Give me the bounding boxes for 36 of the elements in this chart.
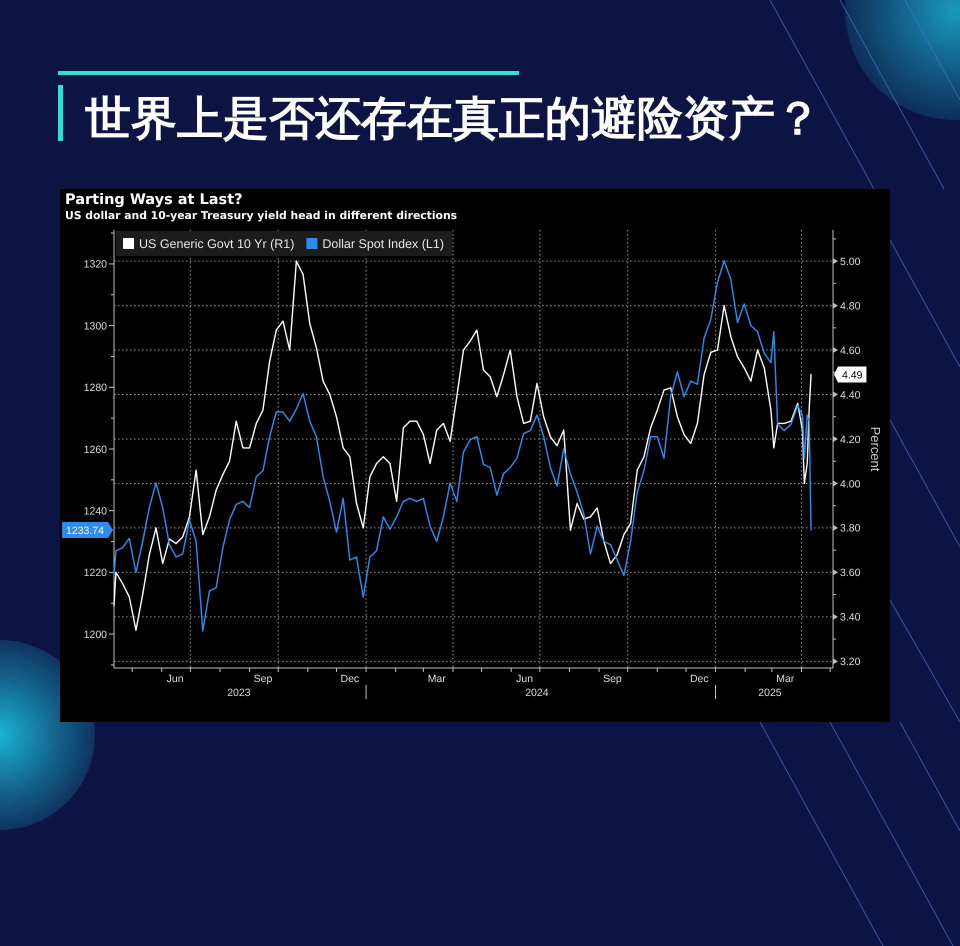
y2-tick-label: 4.40 xyxy=(840,389,861,402)
x-tick-label: Jun xyxy=(516,673,534,685)
chart-subtitle: US dollar and 10-year Treasury yield head in different directions xyxy=(65,209,458,222)
y2-tick-label: 4.20 xyxy=(840,434,861,446)
y-tick-label: 1260 xyxy=(84,444,108,456)
x-tick-label: Jun xyxy=(166,673,184,685)
y2-tick-label: 5.00 xyxy=(840,256,861,268)
text: 世界上是否还存在真正的避险资产？ xyxy=(85,91,821,145)
y2-axis-title: Percent xyxy=(868,426,883,472)
y-tick-label: 1280 xyxy=(84,382,108,394)
y2-tick-label: 4.60 xyxy=(840,344,861,357)
x-tick-label: Mar xyxy=(428,673,446,685)
y2-tick-label: 3.40 xyxy=(840,612,861,624)
y-tick-label: 1200 xyxy=(84,628,108,641)
y-tick-label: 1320 xyxy=(84,258,108,271)
y2-tick-label: 3.80 xyxy=(840,522,861,535)
y2-tick-label: 3.20 xyxy=(840,656,861,668)
x-tick-label: Sep xyxy=(603,673,622,685)
y-tick-label: 1220 xyxy=(84,567,108,580)
x-tick-label: Dec xyxy=(690,673,709,685)
chart-title: Parting Ways at Last? xyxy=(65,192,243,208)
y2-tick-label: 4.80 xyxy=(840,300,861,312)
y2-tick-label: 4.00 xyxy=(840,478,861,490)
y2-tick-label: 3.60 xyxy=(840,567,861,580)
legend-label: US Generic Govt 10 Yr (R1) xyxy=(139,237,294,251)
x2-tick-label: 2025 xyxy=(758,687,782,699)
y2-tick-label: 4.49 xyxy=(842,369,863,382)
x2-tick-label: 2024 xyxy=(525,687,549,699)
y-tick-label: 1233.74 xyxy=(66,524,104,537)
x-tick-label: Dec xyxy=(340,673,360,685)
legend-label: Dollar Spot Index (L1) xyxy=(322,237,444,251)
x-tick-label: Sep xyxy=(254,673,272,685)
x-tick-label: Mar xyxy=(776,673,795,685)
x2-tick-label: 2023 xyxy=(227,687,251,699)
y-tick-label: 1240 xyxy=(84,505,108,518)
y-tick-label: 1300 xyxy=(84,320,108,332)
